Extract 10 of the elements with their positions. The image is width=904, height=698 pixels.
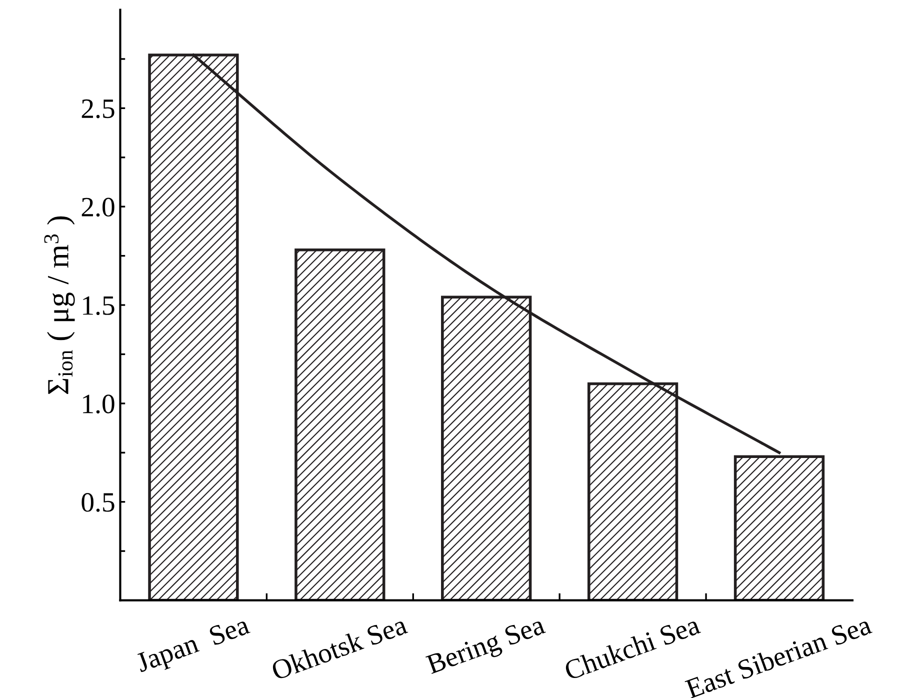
- y-tick-label: 1.5: [83, 296, 114, 316]
- y-tick-label: 0.5: [82, 493, 114, 512]
- x-tick-label: Okhotsk Sea: [270, 614, 408, 680]
- y-tick-label: 1.0: [83, 394, 114, 414]
- y-axis-title: Σ$_{ion}$ ( μg / m$^{3}$ ): [44, 216, 75, 394]
- x-tick-label: Japan Sea: [134, 615, 252, 678]
- x-tick-label: Bering Sea: [425, 615, 548, 680]
- bar: [294, 248, 386, 600]
- y-tick-label: 2.0: [82, 198, 114, 217]
- y-tick-label: 2.5: [82, 99, 114, 118]
